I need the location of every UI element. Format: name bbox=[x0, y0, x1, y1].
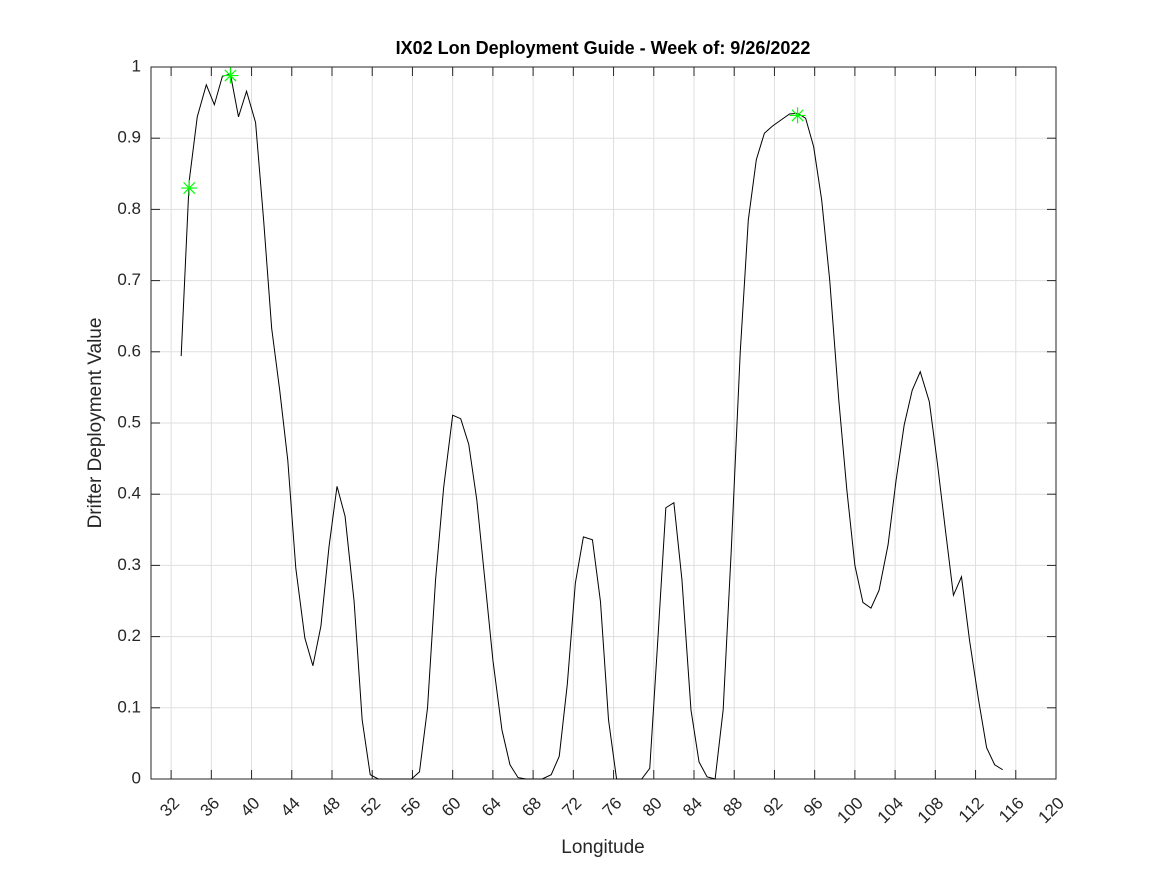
y-tick-label: 0.8 bbox=[117, 199, 141, 218]
y-tick-label: 0.9 bbox=[117, 128, 141, 147]
y-tick-label: 0.1 bbox=[117, 697, 141, 716]
star-marker bbox=[222, 67, 239, 84]
y-tick-label: 0.2 bbox=[117, 626, 141, 645]
y-tick-label: 0 bbox=[132, 768, 141, 787]
y-tick-label: 0.5 bbox=[117, 412, 141, 431]
y-axis-label: Drifter Deployment Value bbox=[85, 318, 106, 529]
star-marker bbox=[181, 180, 198, 197]
y-tick-label: 1 bbox=[132, 56, 141, 75]
data-line bbox=[180, 73, 1003, 780]
y-tick-label: 0.4 bbox=[117, 484, 141, 503]
y-tick-label: 0.6 bbox=[117, 341, 141, 360]
x-axis-label: Longitude bbox=[561, 837, 644, 858]
chart-title: IX02 Lon Deployment Guide - Week of: 9/2… bbox=[396, 38, 811, 58]
star-marker bbox=[789, 107, 806, 124]
axes-box bbox=[150, 66, 1057, 780]
y-tick-label: 0.7 bbox=[117, 270, 141, 289]
y-tick-label: 0.3 bbox=[117, 555, 141, 574]
